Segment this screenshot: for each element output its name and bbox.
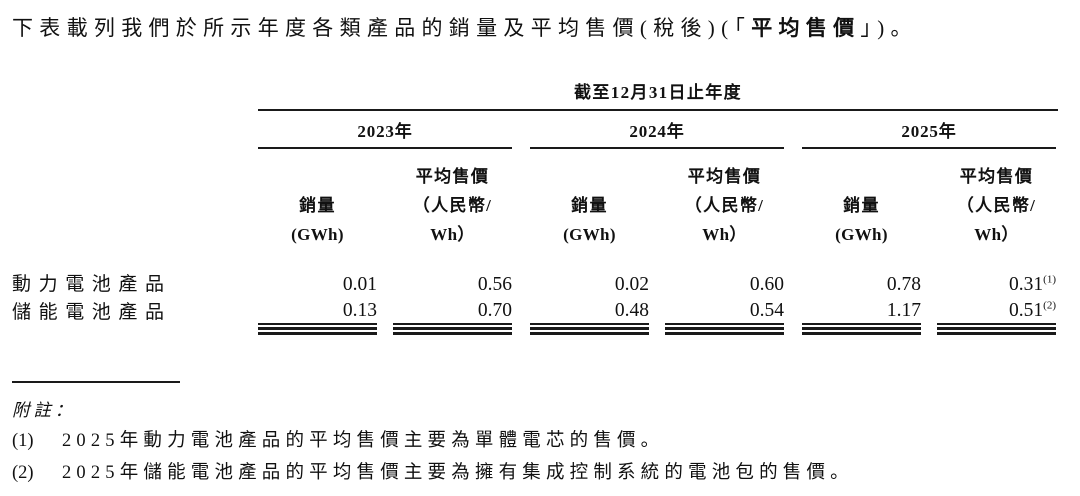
header-spacer [802, 162, 921, 191]
column-header-group-2024: 銷量 (GWh) 平均售價 （人民幣/ Wh） [530, 162, 784, 249]
value-cell: 0.70 [393, 301, 512, 325]
volume-header-unit: (GWh) [835, 225, 888, 244]
value-cell: 0.54 [665, 301, 784, 325]
double-rule [802, 327, 921, 335]
year-header-2023: 2023年 [258, 111, 512, 149]
footnote-ref: (1) [1043, 273, 1056, 286]
value-number: 0.31 [1009, 274, 1044, 295]
value-cell: 0.48 [530, 301, 649, 325]
volume-header: 銷量 (GWh) [802, 162, 921, 249]
double-rule [937, 327, 1056, 335]
value-cell: 0.60 [749, 274, 784, 295]
double-rule [393, 327, 512, 335]
double-rule [530, 327, 649, 335]
value-cell: 0.51(2) [937, 299, 1056, 325]
table-row-storage-battery: 儲能電池產品 0.13 0.70 0.48 0.54 1.17 0.51(2) [12, 299, 1058, 325]
year-header-2024: 2024年 [530, 111, 784, 149]
double-rule [258, 327, 377, 335]
volume-header: 銷量 (GWh) [258, 162, 377, 249]
asp-header-unit-2: Wh） [430, 225, 475, 244]
row-values: 0.01 0.56 0.02 0.60 0.78 0.31(1) [258, 273, 1056, 297]
footnote-marker: (2) [12, 463, 34, 483]
intro-suffix: 」)。 [860, 16, 918, 40]
asp-header-label: 平均售價 [415, 167, 490, 186]
asp-header-unit-2: Wh） [974, 225, 1019, 244]
asp-header-label: 平均售價 [687, 167, 762, 186]
row-label: 動力電池產品 [12, 274, 172, 295]
table-row-power-battery: 動力電池產品 0.01 0.56 0.02 0.60 0.78 0.31(1) [12, 273, 1058, 297]
column-header-group-2023: 銷量 (GWh) 平均售價 （人民幣/ Wh） [258, 162, 512, 249]
asp-header-unit-1: （人民幣/ [412, 196, 493, 215]
row-values: 0.13 0.70 0.48 0.54 1.17 0.51(2) [258, 299, 1056, 325]
volume-header-label: 銷量 [299, 196, 336, 215]
volume-header: 銷量 (GWh) [530, 162, 649, 249]
value-cell: 0.56 [477, 274, 512, 295]
table-span-header: 截至12月31日止年度 [258, 82, 1058, 111]
value-cell: 0.13 [258, 301, 377, 325]
value-cell: 1.17 [802, 301, 921, 325]
intro-emphasis: 平均售價 [751, 16, 861, 40]
intro-prefix: 下表載列我們於所示年度各類產品的銷量及平均售價(稅後)(「 [12, 16, 752, 40]
footnote-text: 2025年動力電池產品的平均售價主要為單體電芯的售價。 [62, 431, 665, 451]
volume-header-unit: (GWh) [563, 225, 616, 244]
volume-header-label: 銷量 [843, 196, 880, 215]
row-label: 儲能電池產品 [12, 302, 172, 323]
value-cell: 0.01 [342, 274, 377, 295]
volume-header-unit: (GWh) [291, 225, 344, 244]
footnote-ref: (2) [1043, 299, 1056, 312]
asp-header: 平均售價 （人民幣/ Wh） [937, 162, 1056, 249]
value-cell: 0.78 [886, 274, 921, 295]
asp-header-unit-1: （人民幣/ [956, 196, 1037, 215]
asp-header-label: 平均售價 [959, 167, 1034, 186]
sales-asp-table: 截至12月31日止年度 2023年 2024年 2025年 銷量 (GWh) 平… [12, 82, 1058, 335]
footnotes-heading: 附註： [12, 400, 77, 420]
header-spacer [258, 162, 377, 191]
footnote-marker: (1) [12, 431, 34, 451]
footnote-item-2: (2) 2025年儲能電池產品的平均售價主要為擁有集成控制系統的電池包的售價。 [12, 461, 854, 485]
year-header-row: 2023年 2024年 2025年 [258, 111, 1058, 149]
table-bottom-double-rule [258, 327, 1058, 335]
value-number: 0.51 [1009, 300, 1044, 321]
double-rule [665, 327, 784, 335]
asp-header-unit-2: Wh） [702, 225, 747, 244]
footnote-item-1: (1) 2025年動力電池產品的平均售價主要為單體電芯的售價。 [12, 429, 664, 453]
value-cell: 0.02 [614, 274, 649, 295]
header-spacer [530, 162, 649, 191]
volume-header-label: 銷量 [571, 196, 608, 215]
asp-header: 平均售價 （人民幣/ Wh） [665, 162, 784, 249]
footnote-text: 2025年儲能電池產品的平均售價主要為擁有集成控制系統的電池包的售價。 [62, 463, 854, 483]
column-header-group-2025: 銷量 (GWh) 平均售價 （人民幣/ Wh） [802, 162, 1056, 249]
intro-text: 下表載列我們於所示年度各類產品的銷量及平均售價(稅後)(「平均售價」)。 [12, 14, 918, 42]
value-cell: 0.31(1) [937, 273, 1056, 297]
asp-header-unit-1: （人民幣/ [684, 196, 765, 215]
footnote-divider-rule [12, 381, 180, 383]
column-header-row: 銷量 (GWh) 平均售價 （人民幣/ Wh） 銷量 (GWh) 平均售價 （人… [258, 162, 1058, 249]
asp-header: 平均售價 （人民幣/ Wh） [393, 162, 512, 249]
year-header-2025: 2025年 [802, 111, 1056, 149]
